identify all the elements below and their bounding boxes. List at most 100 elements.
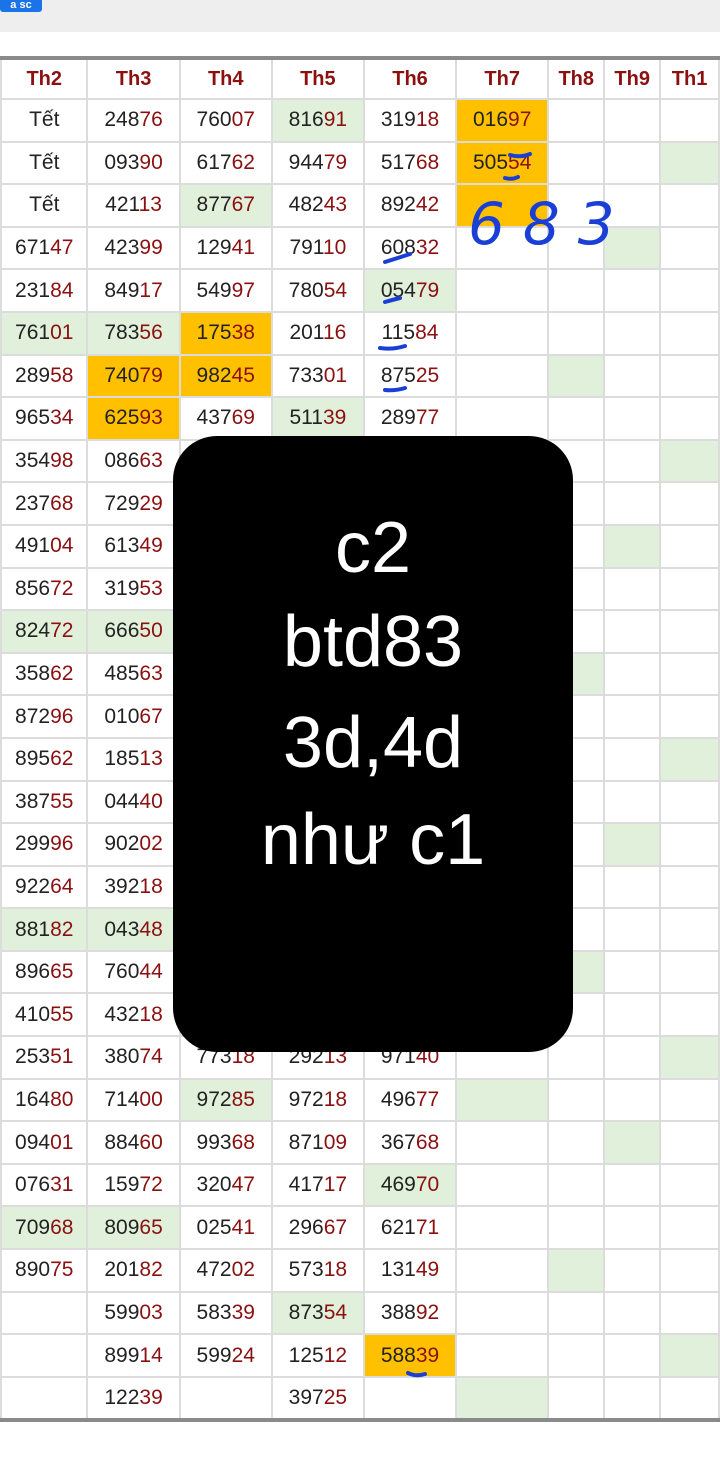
table-cell xyxy=(547,268,606,313)
cell-last-two-digits: 99 xyxy=(139,236,163,260)
cell-prefix: 432 xyxy=(104,1002,140,1026)
cell-last-two-digits: 49 xyxy=(415,1258,440,1282)
cell-prefix: 549 xyxy=(196,278,232,302)
table-cell: 47202 xyxy=(178,1248,273,1293)
cell-last-two-digits: 60 xyxy=(139,1130,163,1154)
cell-prefix: 993 xyxy=(196,1130,232,1154)
cell-prefix: 965 xyxy=(15,406,51,430)
table-cell: 57318 xyxy=(270,1248,365,1293)
table-cell: 15972 xyxy=(86,1162,181,1208)
table-cell xyxy=(603,1205,662,1251)
table-cell: 89665 xyxy=(0,949,89,995)
table-cell xyxy=(659,992,720,1038)
cell-prefix: 599 xyxy=(196,1343,232,1367)
table-cell: 72929 xyxy=(86,481,181,526)
table-cell: 48243 xyxy=(270,183,365,228)
table-cell xyxy=(603,822,662,867)
table-cell: 51768 xyxy=(362,140,458,186)
table-cell xyxy=(659,481,720,526)
cell-prefix: 319 xyxy=(380,108,416,132)
table-row: 28958 74079 98245 73301 87525 xyxy=(0,353,720,399)
cell-last-two-digits: 62 xyxy=(50,662,74,686)
table-cell: 48563 xyxy=(86,651,181,697)
table-cell: 24876 xyxy=(86,98,181,143)
table-cell: 60832 xyxy=(362,225,458,271)
cell-last-two-digits: 77 xyxy=(415,1087,440,1111)
table-cell xyxy=(659,609,720,654)
cell-prefix: 613 xyxy=(104,534,140,558)
cell-prefix: 093 xyxy=(104,150,140,174)
cell-last-two-digits: 10 xyxy=(322,236,347,260)
table-cell xyxy=(603,992,662,1038)
column-header: Th2 xyxy=(0,57,89,100)
table-cell xyxy=(603,736,662,782)
table-cell: 25351 xyxy=(0,1035,89,1080)
table-cell xyxy=(603,949,662,995)
cell-prefix: 086 xyxy=(104,449,140,473)
cell-prefix: 666 xyxy=(104,619,140,643)
cell-last-two-digits: 01 xyxy=(50,1130,74,1154)
cell-last-two-digits: 75 xyxy=(50,1258,74,1282)
cell-prefix: 054 xyxy=(380,278,416,302)
cell-prefix: 253 xyxy=(15,1045,51,1069)
table-cell: 98245 xyxy=(178,353,273,399)
cell-last-two-digits: 68 xyxy=(415,1130,440,1154)
cell-prefix: 890 xyxy=(15,1258,51,1282)
table-cell xyxy=(659,523,720,569)
table-cell xyxy=(659,1035,720,1080)
table-cell xyxy=(0,1333,89,1378)
table-cell xyxy=(659,949,720,995)
table-cell xyxy=(547,1333,606,1378)
cell-prefix: 740 xyxy=(104,363,140,387)
cell-last-two-digits: 45 xyxy=(231,363,255,387)
table-cell: Tết xyxy=(0,98,89,143)
table-cell: Tết xyxy=(0,140,89,186)
table-cell: 36768 xyxy=(362,1120,458,1165)
table-cell: 90202 xyxy=(86,822,181,867)
cell-last-two-digits: 42 xyxy=(415,193,440,217)
table-cell: 38892 xyxy=(362,1290,458,1336)
cell-prefix: 982 xyxy=(196,363,232,387)
cell-prefix: 076 xyxy=(15,1173,51,1197)
table-cell xyxy=(547,183,606,228)
cell-prefix: 289 xyxy=(15,363,51,387)
table-cell: 49104 xyxy=(0,523,89,569)
table-cell: 41717 xyxy=(270,1162,365,1208)
cell-last-two-digits: 03 xyxy=(139,1300,163,1324)
table-cell: 12239 xyxy=(86,1375,181,1422)
table-cell: 73301 xyxy=(270,353,365,399)
table-cell xyxy=(603,481,662,526)
table-cell: 01697 xyxy=(455,98,550,143)
cell-prefix: 491 xyxy=(15,534,51,558)
cell-prefix: 319 xyxy=(104,576,140,600)
cell-prefix: 496 xyxy=(380,1087,416,1111)
table-row: 89075 20182 47202 57318 13149 xyxy=(0,1248,720,1293)
cell-last-two-digits: 43 xyxy=(323,193,348,217)
cell-prefix: 122 xyxy=(104,1386,140,1410)
cell-prefix: 044 xyxy=(104,789,140,813)
cell-last-two-digits: 31 xyxy=(50,1173,74,1197)
table-cell: 51139 xyxy=(270,396,365,441)
table-cell: 43769 xyxy=(178,396,273,441)
table-cell xyxy=(603,694,662,739)
cell-last-two-digits: 54 xyxy=(508,150,532,174)
table-row: 67147 42399 12941 79110 60832 xyxy=(0,225,720,271)
toolbar-button[interactable]: a sc xyxy=(0,0,42,12)
table-cell: 04440 xyxy=(86,779,181,825)
cell-prefix: 872 xyxy=(15,704,51,728)
table-cell: 38755 xyxy=(0,779,89,825)
cell-prefix: 125 xyxy=(288,1343,324,1367)
table-cell: 32047 xyxy=(178,1162,273,1208)
table-cell: 13149 xyxy=(362,1248,458,1293)
table-cell: 89242 xyxy=(362,183,458,228)
table-cell xyxy=(455,1077,550,1123)
cell-last-two-digits: 77 xyxy=(415,406,440,430)
cell-prefix: 511 xyxy=(289,406,323,430)
table-cell xyxy=(659,736,720,782)
overlay-line-1: c2 xyxy=(334,508,412,588)
cell-last-two-digits: 02 xyxy=(139,832,163,856)
table-cell xyxy=(603,1290,662,1336)
table-cell xyxy=(659,1077,720,1123)
table-cell: 54997 xyxy=(178,268,273,313)
cell-last-two-digits: 68 xyxy=(231,1130,255,1154)
